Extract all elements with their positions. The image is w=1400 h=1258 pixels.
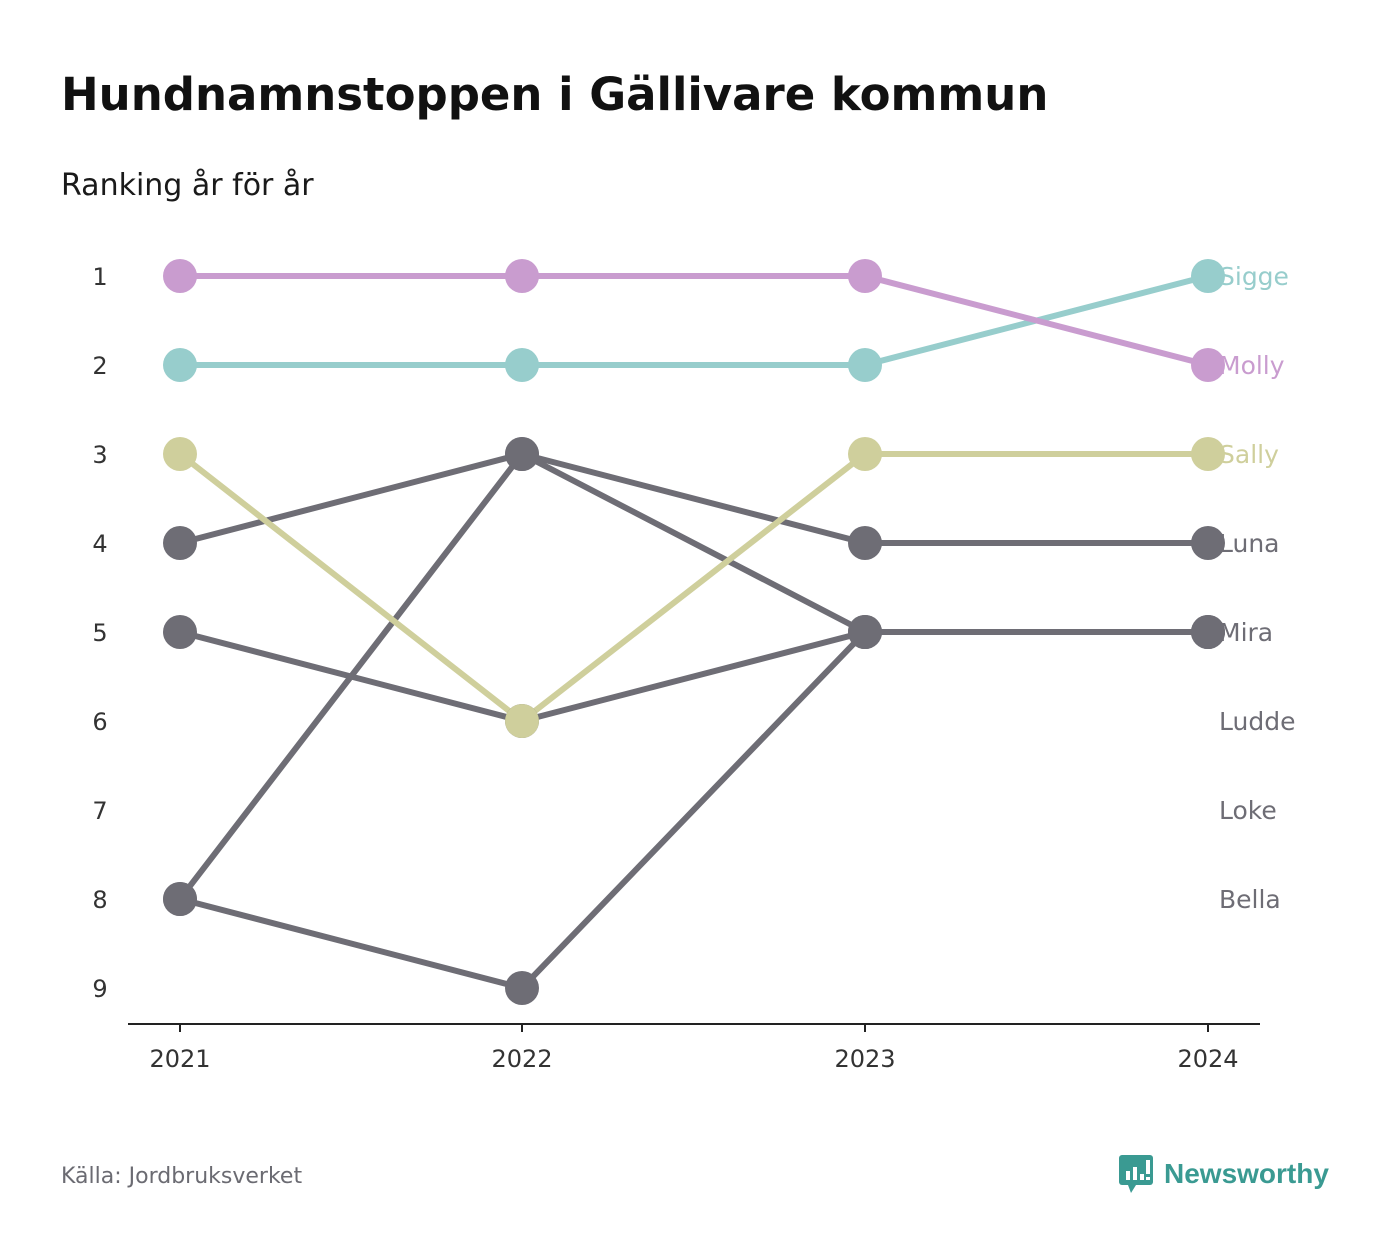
series-point-luna [163,882,197,916]
end-label-sigge: Sigge [1219,262,1289,291]
y-tick-label: 7 [92,797,107,825]
brand-name: Newsworthy [1164,1158,1329,1189]
series-point-bella [848,526,882,560]
end-label-bella: Bella [1219,885,1281,914]
series-point-luna [505,971,539,1005]
series-point-bella [1191,526,1225,560]
chart-subtitle: Ranking år för år [61,168,314,203]
series-point-sigge [505,348,539,382]
series-point-sally [1191,437,1225,471]
series-point-sally [848,437,882,471]
y-tick-label: 8 [92,886,107,914]
y-tick-label: 2 [92,352,107,380]
series-point-ludde [163,615,197,649]
series-point-sigge [848,348,882,382]
newsworthy-icon [1119,1155,1153,1193]
y-tick-label: 1 [92,263,107,291]
x-tick-label: 2022 [491,1045,552,1073]
series-point-luna [1191,615,1225,649]
x-tick-label: 2023 [834,1045,895,1073]
series-point-molly [1191,348,1225,382]
end-label-ludde: Ludde [1219,707,1295,736]
series-point-molly [163,259,197,293]
newsworthy-logo[interactable]: Newsworthy [1118,1154,1329,1194]
series-point-luna [848,615,882,649]
series-point-loke [505,437,539,471]
series-line-luna [177,629,1211,991]
series-line-sigge [177,273,1211,368]
end-label-mira: Mira [1219,618,1273,647]
y-tick-label: 4 [92,530,107,558]
x-tick-label: 2024 [1177,1045,1238,1073]
y-tick-label: 9 [92,975,107,1003]
series-line-ludde [177,629,1211,724]
series-point-sally [505,704,539,738]
series-point-molly [848,259,882,293]
chart-title: Hundnamnstoppen i Gällivare kommun [61,68,1049,121]
end-label-sally: Sally [1219,440,1279,469]
y-tick-label: 5 [92,619,107,647]
series-point-molly [505,259,539,293]
end-label-luna: Luna [1219,529,1280,558]
series-point-sally [163,437,197,471]
series-line-molly [177,273,1211,368]
x-tick-label: 2021 [149,1045,210,1073]
series-point-sigge [163,348,197,382]
y-tick-label: 6 [92,708,107,736]
end-label-loke: Loke [1219,796,1277,825]
end-label-molly: Molly [1219,351,1285,380]
y-tick-label: 3 [92,441,107,469]
series-line-sally [177,451,1211,724]
source-note: Källa: Jordbruksverket [61,1164,303,1189]
series-point-sigge [1191,259,1225,293]
series-point-loke [163,526,197,560]
